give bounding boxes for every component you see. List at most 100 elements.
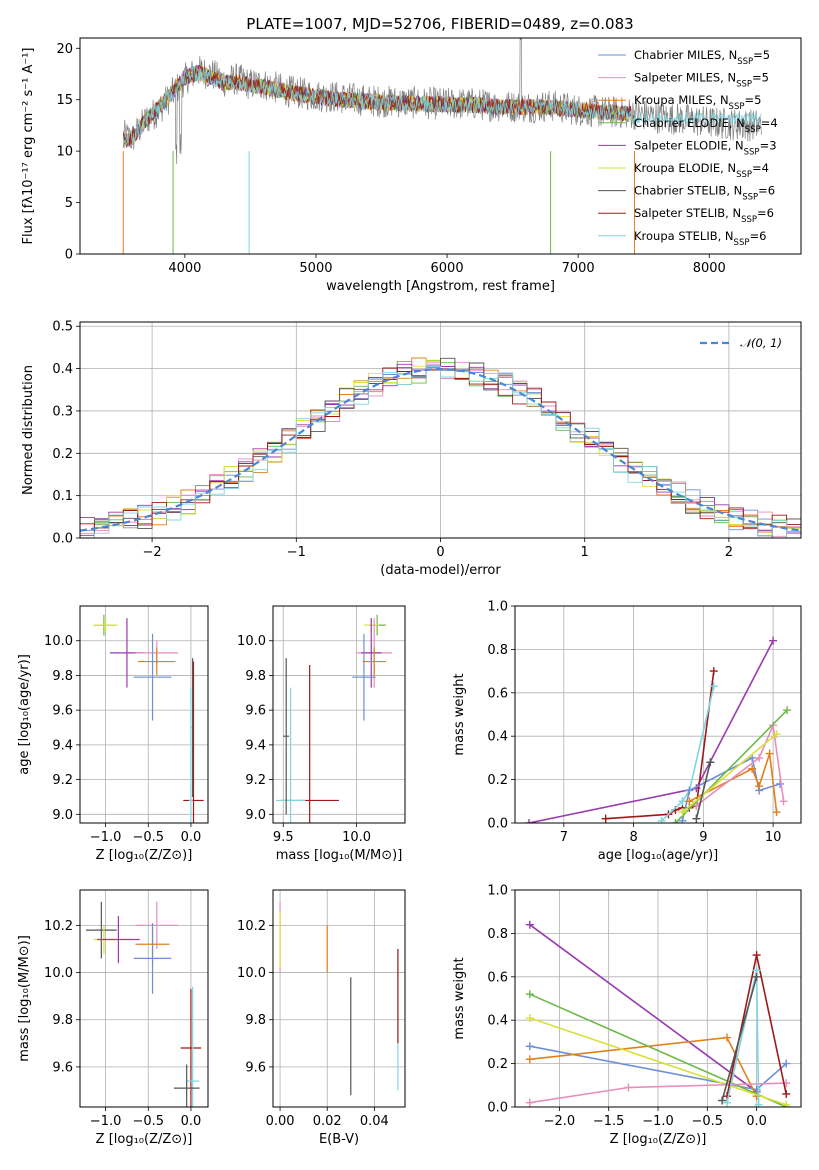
weight_vs_z-marks [525,920,791,1107]
mass_vs_z-frame [79,889,209,1108]
weight-point-marker [783,706,792,715]
age_vs_z-ytick-label: 9.8 [52,669,73,684]
mass_vs_ebv-xtick-label: 0.00 [266,1114,295,1129]
weight_vs_age-xtick-label: 8 [629,830,637,845]
spectrum-ylabel: Flux [fλ10⁻¹⁷ erg cm⁻² s⁻¹ A⁻¹] [21,48,36,245]
age_vs_z-ytick-label: 9.0 [52,808,73,823]
weight_vs_z-xtick-label: 0.0 [746,1114,767,1129]
weight-point-marker [723,1033,732,1042]
weight_vs_age-xtick-label: 7 [560,830,568,845]
age_vs_mass-ytick-label: 9.4 [245,738,266,753]
age_vs_z-ytick-label: 9.2 [52,773,73,788]
age_vs_mass-axes: 9.5 10.0 9.0 9.2 9.4 9.6 9.8 10.0 mass [log₁₀(M/… [237,606,405,863]
spectrum-marks [122,38,762,254]
weight-point-marker [678,797,687,806]
weight-point-marker [754,1100,763,1107]
legend-entry: Kroupa ELODIE, NSSP=4 [634,161,769,180]
model-series-line [122,65,762,146]
weight-point-marker [782,1059,791,1068]
residuals-ytick-label: 0.3 [52,404,73,419]
weight-series-line [681,733,778,813]
weight_vs_z-ytick-label: 0.0 [487,1101,508,1116]
mass_vs_ebv-xtick-label: 0.02 [313,1114,342,1129]
spectrum-ytick-label: 15 [56,93,73,108]
spectrum-xtick-label: 4000 [168,261,201,276]
weight-series-line [529,993,787,1107]
spectrum-legend: Chabrier MILES, NSSP=5 Salpeter MILES, NS… [598,48,778,248]
age_vs_z-axes: −1.0 −0.5 0.0 9.0 9.2 9.4 9.6 9.8 10.0 Z [log₁₀(Z… [17,606,208,863]
weight_vs_z-xtick-label: −2.0 [544,1114,576,1129]
weight-series-line [528,640,774,823]
mass_vs_z-ylabel: mass [log₁₀(M/M⊙)] [17,935,32,1062]
weight_vs_z-frame [514,889,802,1108]
weight-point-marker [723,1098,732,1107]
weight-point-marker [525,990,534,999]
age_vs_z-ylabel: age [log₁₀(age/yr)] [17,654,32,775]
weight-point-marker [601,814,610,823]
age_vs_mass-xtick-label: 10.0 [342,830,371,845]
mass_vs_z-xtick-label: −1.0 [90,1114,122,1129]
weight-point-marker [624,1083,633,1092]
weight_vs_z-xtick-label: −1.0 [642,1114,674,1129]
spectrum-axes: 4000 5000 6000 7000 8000 0 5 10 15 20 wavelength [… [21,42,726,294]
legend-entry: Chabrier MILES, NSSP=5 [634,48,770,67]
weight_vs_z-ytick-label: 1.0 [487,884,508,899]
figure-title: PLATE=1007, MJD=52706, FIBERID=0489, z=0… [246,15,633,33]
age_vs_z-xtick-label: −0.5 [132,830,164,845]
age_vs_mass-ytick-label: 9.6 [245,704,266,719]
age_vs_z-frame [79,605,209,824]
spectrum-xlabel: wavelength [Angstrom, rest frame] [326,279,555,294]
mass_vs_z-xlabel: Z [log₁₀(Z/Z⊙)] [96,1132,193,1147]
legend-entry: Chabrier STELIB, NSSP=6 [634,184,775,203]
mass_vs_z-ytick-label: 10.0 [44,966,73,981]
weight_vs_z-ytick-label: 0.2 [487,1057,508,1072]
weight_vs_age-ytick-label: 0.0 [487,817,508,832]
weight-point-marker [685,786,694,795]
mass_vs_ebv-ytick-label: 9.8 [245,1013,266,1028]
weight_vs_z-axes: −2.0 −1.5 −1.0 −0.5 0.0 0.0 0.2 0.4 0.6 0.8 1.0 Z [… [452,884,801,1147]
residuals-xtick-label: −2 [143,545,162,560]
weight_vs_age-marks [524,636,792,823]
age_vs_z-xlabel: Z [log₁₀(Z/Z⊙)] [96,848,193,863]
residuals-ytick-label: 0.5 [52,320,73,335]
spectrum-xtick-label: 6000 [431,261,464,276]
spectrum-xtick-label: 8000 [693,261,726,276]
age_vs_mass-ytick-label: 9.8 [245,669,266,684]
residuals-axes: −2 −1 0 1 2 0.0 0.1 0.2 0.3 0.4 0.5 (data-model)/er… [21,320,801,578]
weight_vs_age-ytick-label: 0.2 [487,773,508,788]
age_vs_z-ytick-label: 9.6 [52,704,73,719]
weight-point-marker [709,682,718,691]
residuals-xtick-label: −1 [287,545,306,560]
residuals-xtick-label: 0 [436,545,444,560]
legend-entry: Salpeter ELODIE, NSSP=3 [634,138,777,157]
legend-entry: Salpeter MILES, NSSP=5 [634,71,769,90]
age_vs_mass-ytick-label: 9.0 [245,808,266,823]
residuals-xtick-label: 1 [581,545,589,560]
age_vs_mass-ytick-label: 10.0 [237,634,266,649]
mass_vs_z-ytick-label: 9.8 [52,1013,73,1028]
weight-point-marker [752,951,761,960]
mass_vs_ebv-ytick-label: 10.0 [237,966,266,981]
weight-point-marker [692,814,701,823]
weight_vs_age-ytick-label: 1.0 [487,600,508,615]
residual-histogram-step [80,365,801,538]
residuals-ytick-label: 0.4 [52,362,73,377]
age_vs_mass-ytick-label: 9.2 [245,773,266,788]
weight-point-marker [718,1096,727,1105]
weight-point-marker [782,1089,791,1098]
weight-point-marker [678,816,687,823]
age_vs_z-ytick-label: 10.0 [44,634,73,649]
weight_vs_age-xtick-label: 10 [765,830,782,845]
weight-point-marker [678,808,687,817]
residuals-ytick-label: 0.0 [52,532,73,547]
mass_vs_z-xtick-label: −0.5 [132,1114,164,1129]
residuals-legend-entry: 𝒩(0, 1) [740,336,782,350]
age_vs_mass-frame [272,605,406,824]
mass_vs_z-ytick-label: 10.2 [44,919,73,934]
weight-point-marker [779,797,788,806]
legend-entry: Kroupa MILES, NSSP=5 [634,93,761,112]
weight-point-marker [525,1014,534,1023]
mass_vs_ebv-ytick-label: 10.2 [237,919,266,934]
mass_vs_z-ytick-label: 9.6 [52,1060,73,1075]
